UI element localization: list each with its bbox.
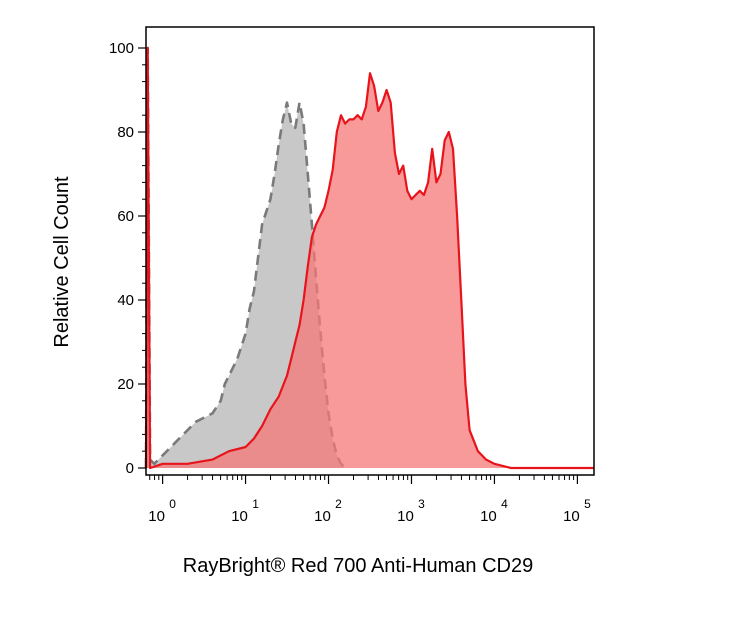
series-red-solid-fill [146, 48, 594, 468]
plot-frame [145, 26, 595, 476]
y-tick-label: 0 [126, 460, 134, 477]
x-tick-label-base: 10 [314, 508, 331, 525]
x-tick-label-base: 10 [563, 508, 580, 525]
x-tick-label-base: 10 [397, 508, 414, 525]
y-tick-label: 20 [117, 376, 134, 393]
x-tick-label-exponent: 4 [501, 497, 508, 511]
y-tick-label: 80 [117, 124, 134, 141]
series-red-solid-line [144, 46, 594, 470]
x-tick-label-exponent: 2 [335, 497, 342, 511]
x-tick-label-exponent: 3 [418, 497, 425, 511]
y-tick-label: 100 [109, 40, 134, 57]
x-axis: 10 0 10 1 10 2 10 3 10 4 10 5 [148, 475, 591, 525]
x-tick-label-base: 10 [231, 508, 248, 525]
x-tick-label-exponent: 1 [252, 497, 259, 511]
y-axis-label: Relative Cell Count [51, 176, 73, 348]
plot-area [144, 46, 594, 470]
x-tick-label-base: 10 [148, 508, 165, 525]
y-tick-label: 40 [117, 292, 134, 309]
x-tick-label-exponent: 5 [584, 497, 591, 511]
x-tick-label-base: 10 [480, 508, 497, 525]
y-axis: 0 20 40 60 80 100 [109, 40, 146, 477]
x-axis-label: RayBright® Red 700 Anti-Human CD29 [183, 555, 533, 577]
x-tick-label-exponent: 0 [169, 497, 176, 511]
y-tick-label: 60 [117, 208, 134, 225]
